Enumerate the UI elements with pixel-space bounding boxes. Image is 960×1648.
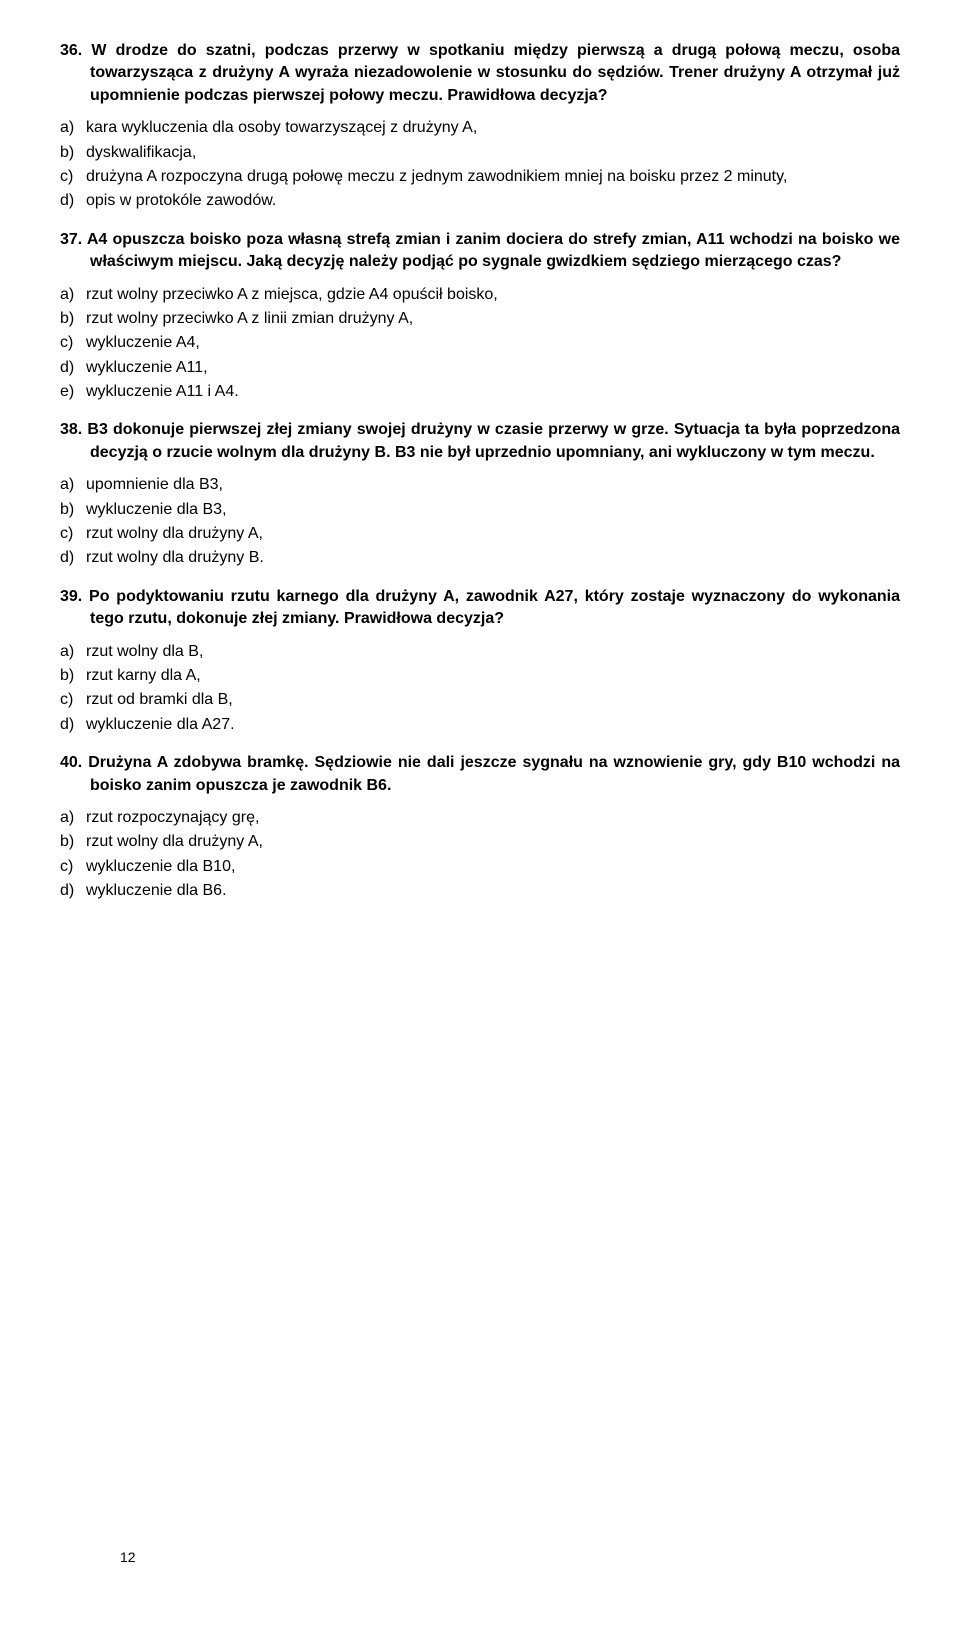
answer-option: c)wykluczenie A4, (60, 332, 900, 354)
answer-option: d)wykluczenie A11, (60, 357, 900, 379)
answer-text: wykluczenie dla B3, (86, 501, 227, 518)
answer-label: d) (60, 714, 86, 736)
answer-option: a)upomnienie dla B3, (60, 474, 900, 496)
answer-option: b)rzut wolny przeciwko A z linii zmian d… (60, 308, 900, 330)
answer-text: rzut wolny dla drużyny A, (86, 525, 263, 542)
question-text: 38. B3 dokonuje pierwszej złej zmiany sw… (60, 419, 900, 464)
answer-option: a)rzut wolny przeciwko A z miejsca, gdzi… (60, 284, 900, 306)
answer-label: b) (60, 142, 86, 164)
answer-option: c)rzut od bramki dla B, (60, 689, 900, 711)
answer-text: rzut wolny dla B, (86, 643, 203, 660)
answer-label: b) (60, 665, 86, 687)
answer-label: c) (60, 332, 86, 354)
answer-option: d)rzut wolny dla drużyny B. (60, 547, 900, 569)
answer-label: c) (60, 856, 86, 878)
answer-label: e) (60, 381, 86, 403)
answer-label: d) (60, 547, 86, 569)
answer-label: a) (60, 284, 86, 306)
answer-text: wykluczenie dla B6. (86, 882, 227, 899)
answer-text: rzut wolny dla drużyny A, (86, 833, 263, 850)
answer-text: drużyna A rozpoczyna drugą połowę meczu … (86, 168, 787, 185)
answer-option: b)wykluczenie dla B3, (60, 499, 900, 521)
answer-list: a)rzut wolny przeciwko A z miejsca, gdzi… (60, 284, 900, 404)
answer-option: c)rzut wolny dla drużyny A, (60, 523, 900, 545)
answer-option: c)drużyna A rozpoczyna drugą połowę mecz… (60, 166, 900, 188)
question-block: 40. Drużyna A zdobywa bramkę. Sędziowie … (60, 752, 900, 902)
answer-label: b) (60, 831, 86, 853)
answer-text: rzut od bramki dla B, (86, 691, 233, 708)
question-block: 36. W drodze do szatni, podczas przerwy … (60, 40, 900, 213)
answer-label: b) (60, 308, 86, 330)
answer-label: c) (60, 523, 86, 545)
answer-label: a) (60, 474, 86, 496)
question-text: 40. Drużyna A zdobywa bramkę. Sędziowie … (60, 752, 900, 797)
question-text: 36. W drodze do szatni, podczas przerwy … (60, 40, 900, 107)
question-text: 37. A4 opuszcza boisko poza własną stref… (60, 229, 900, 274)
answer-option: b)rzut karny dla A, (60, 665, 900, 687)
answer-text: wykluczenie dla A27. (86, 716, 235, 733)
answer-option: b)rzut wolny dla drużyny A, (60, 831, 900, 853)
answer-label: d) (60, 357, 86, 379)
answer-text: opis w protokóle zawodów. (86, 192, 276, 209)
answer-option: d)wykluczenie dla A27. (60, 714, 900, 736)
answer-list: a)rzut rozpoczynający grę,b)rzut wolny d… (60, 807, 900, 903)
answer-option: e)wykluczenie A11 i A4. (60, 381, 900, 403)
answer-text: wykluczenie A11, (86, 359, 208, 376)
answer-label: d) (60, 190, 86, 212)
answer-option: a)rzut wolny dla B, (60, 641, 900, 663)
answer-label: a) (60, 117, 86, 139)
answer-label: c) (60, 166, 86, 188)
answer-label: c) (60, 689, 86, 711)
answer-text: rzut wolny przeciwko A z linii zmian dru… (86, 310, 413, 327)
answer-text: kara wykluczenia dla osoby towarzyszącej… (86, 119, 477, 136)
answer-option: d)wykluczenie dla B6. (60, 880, 900, 902)
question-text: 39. Po podyktowaniu rzutu karnego dla dr… (60, 586, 900, 631)
answer-text: wykluczenie A11 i A4. (86, 383, 239, 400)
answer-text: rzut wolny przeciwko A z miejsca, gdzie … (86, 286, 498, 303)
answer-text: wykluczenie dla B10, (86, 858, 235, 875)
answer-text: upomnienie dla B3, (86, 476, 223, 493)
question-block: 37. A4 opuszcza boisko poza własną stref… (60, 229, 900, 404)
answer-label: d) (60, 880, 86, 902)
answer-option: c)wykluczenie dla B10, (60, 856, 900, 878)
answer-option: b)dyskwalifikacja, (60, 142, 900, 164)
answer-list: a)kara wykluczenia dla osoby towarzysząc… (60, 117, 900, 213)
answer-label: a) (60, 641, 86, 663)
answer-list: a)rzut wolny dla B,b)rzut karny dla A,c)… (60, 641, 900, 737)
answer-label: a) (60, 807, 86, 829)
answer-list: a)upomnienie dla B3,b)wykluczenie dla B3… (60, 474, 900, 570)
answer-text: rzut wolny dla drużyny B. (86, 549, 264, 566)
answer-text: dyskwalifikacja, (86, 144, 196, 161)
answer-label: b) (60, 499, 86, 521)
answer-option: d)opis w protokóle zawodów. (60, 190, 900, 212)
answer-option: a)rzut rozpoczynający grę, (60, 807, 900, 829)
answer-option: a)kara wykluczenia dla osoby towarzysząc… (60, 117, 900, 139)
answer-text: rzut rozpoczynający grę, (86, 809, 259, 826)
question-block: 39. Po podyktowaniu rzutu karnego dla dr… (60, 586, 900, 736)
answer-text: rzut karny dla A, (86, 667, 201, 684)
question-block: 38. B3 dokonuje pierwszej złej zmiany sw… (60, 419, 900, 569)
answer-text: wykluczenie A4, (86, 334, 200, 351)
page-number: 12 (120, 1548, 136, 1568)
